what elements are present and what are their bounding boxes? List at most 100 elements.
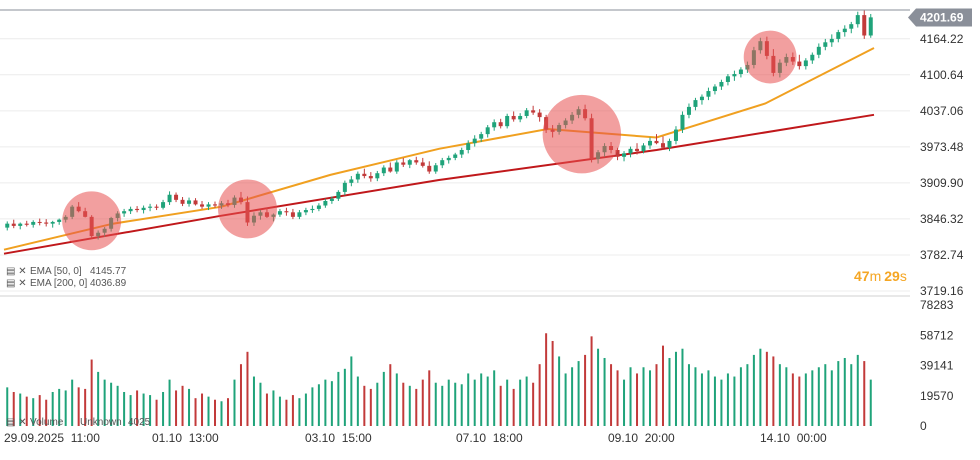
candle-body: [11, 223, 16, 226]
volume-bar: [441, 385, 444, 426]
candle-body: [738, 69, 743, 75]
volume-bar: [720, 379, 723, 426]
volume-bar: [402, 382, 405, 426]
volume-bar: [369, 388, 372, 426]
volume-bar: [123, 391, 126, 426]
volume-bar: [804, 373, 807, 426]
volume-bar: [649, 370, 652, 426]
candle-body: [375, 173, 380, 179]
volume-bar: [778, 364, 781, 426]
ema-line: [3, 47, 875, 251]
volume-bar: [428, 370, 431, 426]
price-tick-label: 3846.32: [920, 212, 964, 226]
candle-body: [5, 223, 10, 228]
volume-bar: [6, 387, 9, 426]
time-label: 14.10 00:00: [760, 431, 827, 445]
candle-body: [518, 115, 523, 120]
volume-bar: [207, 396, 210, 426]
candle-body: [693, 100, 698, 107]
candle-body: [492, 122, 497, 128]
time-label: 09.10 20:00: [608, 431, 675, 445]
volume-tick-label: 19570: [920, 389, 954, 403]
candle-body: [31, 221, 36, 225]
candle-body: [498, 122, 503, 127]
volume-bar: [389, 364, 392, 426]
volume-bar: [84, 388, 87, 426]
volume-bar: [395, 373, 398, 426]
volume-bar: [376, 382, 379, 426]
legend-series-value: 4036.89: [90, 278, 127, 289]
price-tick-label: 4100.64: [920, 68, 964, 82]
volume-bar: [97, 371, 100, 426]
candle-body: [407, 160, 412, 165]
volume-legend-unknown: Unknown: [80, 417, 122, 428]
candle-body: [829, 38, 834, 43]
volume-legend-value: 4025: [128, 417, 151, 428]
volume-bar: [77, 387, 80, 426]
volume-bar: [519, 379, 522, 426]
volume-bar: [584, 354, 587, 426]
candle-body: [803, 60, 808, 67]
volume-bar: [791, 373, 794, 426]
volume-bar: [610, 364, 613, 426]
volume-bar: [38, 395, 41, 426]
volume-bar: [356, 376, 359, 426]
ema-line: [3, 113, 875, 255]
volume-bar: [25, 396, 28, 426]
volume-bar: [655, 364, 658, 426]
time-label: 29.09.2025 11:00: [4, 431, 100, 445]
candle-body: [290, 212, 295, 217]
candle-body: [641, 145, 646, 152]
candle-body: [712, 86, 717, 92]
volume-bar: [194, 398, 197, 426]
volume-bar: [239, 364, 242, 426]
candle-body: [381, 167, 386, 174]
volume-bar: [480, 373, 483, 426]
volume-bar: [590, 336, 593, 426]
candle-body: [128, 208, 133, 212]
candle-body: [342, 182, 347, 192]
candle-body: [401, 162, 406, 165]
candle-body: [193, 200, 198, 205]
volume-bar: [629, 367, 632, 426]
time-label: 03.10 15:00: [305, 431, 372, 445]
price-tick-label: 3719.16: [920, 284, 964, 298]
time-label: 07.10 18:00: [456, 431, 523, 445]
volume-bar: [12, 391, 15, 426]
countdown-minutes-unit: m: [869, 268, 882, 284]
volume-bar: [168, 379, 171, 426]
volume-bar: [278, 396, 281, 426]
candle-body: [187, 200, 192, 204]
candle-body: [420, 162, 425, 166]
volume-bar: [785, 367, 788, 426]
volume-bar: [421, 379, 424, 426]
candle-body: [862, 15, 867, 36]
candle-body: [167, 194, 172, 203]
legend-icon: ▤ ✕: [6, 266, 27, 277]
legend-series-name: EMA [50, 0]: [30, 266, 82, 277]
volume-bar: [486, 376, 489, 426]
candle-body: [842, 28, 847, 33]
candle-body: [414, 160, 419, 163]
grid: [0, 9, 910, 297]
volume-bar: [265, 393, 268, 426]
candle-body: [732, 74, 737, 77]
volume-bar: [447, 379, 450, 426]
volume-tick-label: 58712: [920, 328, 954, 342]
candle-body: [797, 61, 802, 67]
candle-body: [810, 54, 815, 61]
candle-body: [37, 221, 42, 223]
candle-body: [446, 157, 451, 161]
candle-body: [667, 140, 672, 148]
volume-bar: [856, 354, 859, 426]
candle-body: [622, 153, 627, 157]
volume-bar: [674, 351, 677, 426]
candle-body: [615, 149, 620, 157]
candle-body: [472, 138, 477, 144]
highlight-circle: [217, 179, 277, 239]
volume-bar: [772, 356, 775, 426]
candle-body: [505, 115, 510, 127]
countdown-minutes: 47: [854, 268, 870, 284]
